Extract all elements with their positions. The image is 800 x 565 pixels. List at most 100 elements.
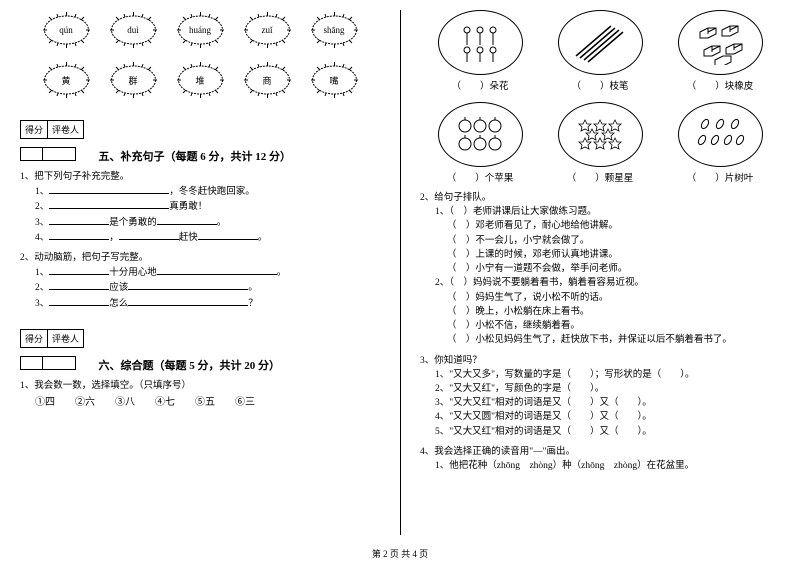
blank[interactable] xyxy=(128,280,248,290)
oval-item: （ ）个苹果 xyxy=(438,102,523,184)
left-column: qún duì huáng zuǐ shāng 黄 群 堆 xyxy=(0,0,400,565)
sun-badge: 黄 xyxy=(39,60,94,100)
q2-line: （ ）上课的时候，邓老师认真地讲课。 xyxy=(435,248,780,262)
blank[interactable] xyxy=(49,265,109,275)
score-box: 得分 评卷人 xyxy=(20,329,84,348)
right-column: （ ）朵花 （ ）枝笔 （ ）块橡皮 （ ）个苹果 （ ）颗星星 xyxy=(400,0,800,565)
section-6-header: 得分 评卷人 六、综合题（每题 5 分，共计 20 分） xyxy=(20,319,380,373)
oval-label: （ ）颗星星 xyxy=(558,170,643,184)
q2-line: （ ）小宁有一道题不会做，举手问老师。 xyxy=(435,262,780,276)
score-cell: 评卷人 xyxy=(48,330,83,347)
blank[interactable] xyxy=(119,230,179,240)
oval-item: （ ）枝笔 xyxy=(558,10,643,92)
sun-badge: 堆 xyxy=(173,60,228,100)
section-5-title: 五、补充句子（每题 6 分，共计 12 分） xyxy=(99,148,292,164)
q2-line: 2、（ ）妈妈说不要躺着看书，躺着看容易近视。 xyxy=(435,276,780,290)
q3-line: 1、"又大又多"，写数量的字是（ ）；写形状的是（ ）。 xyxy=(435,368,780,382)
leaves-icon xyxy=(678,102,763,167)
sun-badge: zuǐ xyxy=(240,10,295,50)
oval-label: （ ）块橡皮 xyxy=(678,78,763,92)
stars-icon xyxy=(558,102,643,167)
q2-line: （ ）妈妈生气了，说小松不听的话。 xyxy=(435,291,780,305)
right-q4-title: 4、我会选择正确的读音用"—"画出。 xyxy=(420,443,780,457)
blank[interactable] xyxy=(49,199,169,209)
sun-badge: qún xyxy=(39,10,94,50)
oval-item: （ ）颗星星 xyxy=(558,102,643,184)
score-cell: 得分 xyxy=(21,121,48,138)
fill-line: 1、，冬冬赶快跑回家。 xyxy=(35,184,380,199)
oval-label: （ ）朵花 xyxy=(438,78,523,92)
grader-blank[interactable] xyxy=(43,357,75,369)
fill-line: 4、，赶快。 xyxy=(35,230,380,245)
q3-line: 5、"又大又红"相对的词语是又（ ）又（ ）。 xyxy=(435,425,780,439)
apples-icon xyxy=(438,102,523,167)
score-input-box xyxy=(20,356,76,370)
blank[interactable] xyxy=(49,184,169,194)
oval-label: （ ）片树叶 xyxy=(678,170,763,184)
choices-line: ①四 ②六 ③八 ④七 ⑤五 ⑥三 xyxy=(35,393,380,408)
grader-blank[interactable] xyxy=(43,148,75,160)
blank[interactable] xyxy=(157,265,277,275)
q2-line: （ ）小松不信，继续躺着看。 xyxy=(435,319,780,333)
score-blank[interactable] xyxy=(21,357,43,369)
right-q3-title: 3、你知道吗？ xyxy=(420,352,780,366)
sun-text: 黄 xyxy=(61,74,70,87)
q2-text: 2、动动脑筋，把句子写完整。 xyxy=(20,249,380,263)
score-input-box xyxy=(20,147,76,161)
sun-text: zuǐ xyxy=(262,25,273,35)
q3-line: 4、"又大又圆"相对的词语是又（ ）又（ ）。 xyxy=(435,410,780,424)
sun-text: 商 xyxy=(262,74,271,87)
blank[interactable] xyxy=(49,296,109,306)
sun-badge: 嘴 xyxy=(307,60,362,100)
blank[interactable] xyxy=(157,215,217,225)
sun-text: duì xyxy=(127,25,139,35)
q3-line: 3、"又大又红"相对的词语是又（ ）又（ ）。 xyxy=(435,396,780,410)
q3-line: 2、"又大又红"，写颜色的字是（ ）。 xyxy=(435,382,780,396)
sun-text: 堆 xyxy=(195,74,204,87)
pencils-icon xyxy=(558,10,643,75)
blank[interactable] xyxy=(49,215,109,225)
q2-line: 1、（ ）老师讲课后让大家做练习题。 xyxy=(435,205,780,219)
blank[interactable] xyxy=(198,230,258,240)
sun-badge: huáng xyxy=(173,10,228,50)
q4-line: 1、他把花种（zhōng zhòng）种（zhōng zhòng）在花盆里。 xyxy=(435,459,780,473)
oval-item: （ ）块橡皮 xyxy=(678,10,763,92)
oval-label: （ ）枝笔 xyxy=(558,78,643,92)
erasers-icon xyxy=(678,10,763,75)
oval-item: （ ）朵花 xyxy=(438,10,523,92)
sun-badge: 群 xyxy=(106,60,161,100)
q1-text: 1、把下列句子补充完整。 xyxy=(20,168,380,182)
q2-line: （ ）不一会儿，小宁就会做了。 xyxy=(435,234,780,248)
fill-line: 2、真勇敢！ xyxy=(35,199,380,214)
section-6-title: 六、综合题（每题 5 分，共计 20 分） xyxy=(99,357,281,373)
score-cell: 评卷人 xyxy=(48,121,83,138)
blank[interactable] xyxy=(49,280,109,290)
sun-text: qún xyxy=(59,25,73,35)
blank[interactable] xyxy=(128,296,248,306)
oval-label: （ ）个苹果 xyxy=(438,170,523,184)
fill-line: 1、十分用心地。 xyxy=(35,265,380,280)
sun-text: 嘴 xyxy=(329,74,338,87)
score-blank[interactable] xyxy=(21,148,43,160)
chars-suns-row: 黄 群 堆 商 嘴 xyxy=(20,60,380,100)
oval-row-1: （ ）朵花 （ ）枝笔 （ ）块橡皮 xyxy=(420,10,780,92)
fill-line: 3、是个勇敢的。 xyxy=(35,215,380,230)
blank[interactable] xyxy=(49,230,109,240)
sun-badge: duì xyxy=(106,10,161,50)
q2-line: （ ）小松见妈妈生气了，赶快放下书，并保证以后不躺着看书了。 xyxy=(435,333,780,347)
score-cell: 得分 xyxy=(21,330,48,347)
right-q2-title: 2、给句子排队。 xyxy=(420,189,780,203)
sun-text: huáng xyxy=(189,25,211,35)
q6-1-text: 1、我会数一数，选择填空。（只填序号） xyxy=(20,377,380,391)
sun-text: shāng xyxy=(324,25,345,35)
fill-line: 3、怎么？ xyxy=(35,296,380,311)
fill-line: 2、应该。 xyxy=(35,280,380,295)
section-5-header: 得分 评卷人 五、补充句子（每题 6 分，共计 12 分） xyxy=(20,110,380,164)
pinyin-suns-row: qún duì huáng zuǐ shāng xyxy=(20,10,380,50)
sun-text: 群 xyxy=(128,74,137,87)
oval-item: （ ）片树叶 xyxy=(678,102,763,184)
sun-badge: 商 xyxy=(240,60,295,100)
q2-line: （ ）晚上，小松躺在床上看书。 xyxy=(435,305,780,319)
oval-row-2: （ ）个苹果 （ ）颗星星 （ ）片树叶 xyxy=(420,102,780,184)
q2-line: （ ）邓老师看见了，耐心地给他讲解。 xyxy=(435,219,780,233)
